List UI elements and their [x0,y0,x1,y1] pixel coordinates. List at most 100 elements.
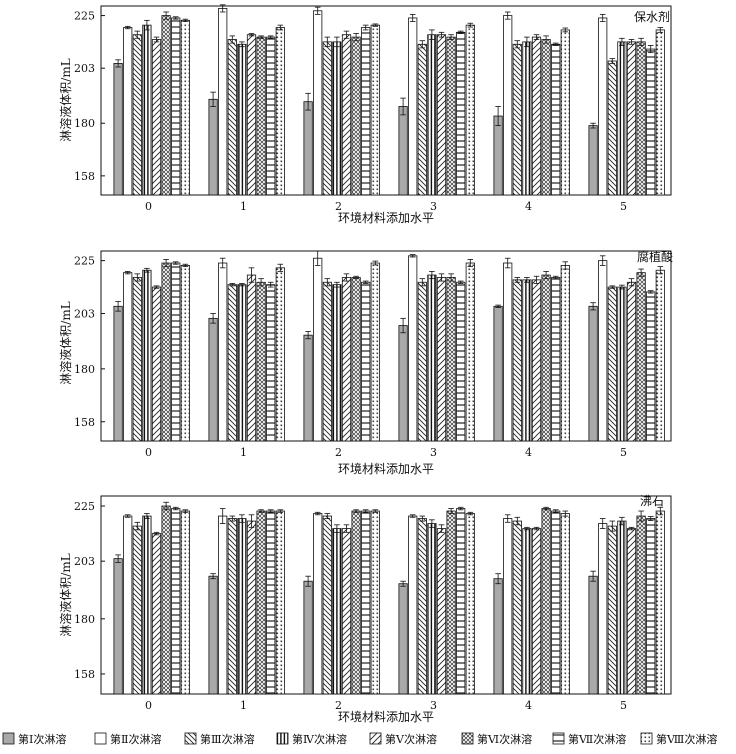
bar-fuzhisuan-level-3-series-1 [398,325,408,442]
legend-swatch [94,732,107,745]
bar-fuzhisuan-level-5-series-1 [588,305,598,442]
bar-fuzhisuan-level-2-series-2 [313,257,323,442]
bar-feishi-level-1-series-4 [237,518,247,695]
bar-baoshuiji-level-0-series-5 [151,39,162,196]
x-tick-label: 3 [430,446,437,459]
bar-feishi-level-2-series-5 [341,528,352,695]
legend-item-6: 第Ⅵ次淋溶 [461,732,532,746]
x-tick-label: 5 [620,446,627,459]
bar-baoshuiji-level-1-series-2 [218,7,228,196]
bar-feishi-level-0-series-2 [123,515,133,695]
bar-baoshuiji-level-1-series-7 [266,36,276,196]
bar-fuzhisuan-level-0-series-4 [142,269,152,442]
legend-item-8: 第Ⅷ次淋溶 [640,732,717,746]
bar-feishi-level-2-series-7 [361,510,371,695]
bar-fuzhisuan-level-4-series-6 [541,274,551,442]
legend-swatch [461,732,474,745]
bar-feishi-level-2-series-8 [370,510,380,695]
panel-fuzhisuan-title: 腐植酸 [637,249,673,264]
bar-fuzhisuan-level-3-series-8 [465,262,475,442]
x-tick-label: 2 [335,446,342,459]
legend-item-3: 第Ⅲ次淋溶 [184,732,255,746]
legend-swatch [369,732,382,745]
bar-feishi-level-1-series-3 [227,518,237,695]
bar-feishi-level-2-series-6 [351,510,361,695]
x-tick-label: 2 [335,200,342,213]
x-tick-label: 5 [620,200,627,213]
bar-fuzhisuan-level-5-series-8 [655,269,665,442]
bar-feishi-level-3-series-1 [398,583,408,695]
panel-feishi: 158 180 203 225 0 1 2 3 4 5 沸石 淋溶液体积/mL 环境材料添加水平 [58,494,672,724]
bar-fuzhisuan-level-4-series-4 [522,279,532,442]
panel-baoshuiji-xlabel: 环境材料添加水平 [338,210,434,225]
bar-baoshuiji-level-4-series-8 [560,29,570,196]
y-tick-label: 225 [74,500,95,513]
bar-baoshuiji-level-5-series-6 [636,41,646,196]
x-tick-label: 0 [145,200,152,213]
plot-frame [100,495,672,695]
bar-baoshuiji-level-0-series-4 [142,24,152,196]
bar-feishi-level-3-series-4 [427,523,437,695]
y-tick-label: 225 [74,10,95,23]
x-tick-label: 5 [620,699,627,712]
bar-baoshuiji-level-5-series-1 [588,125,598,196]
bar-feishi-level-4-series-3 [512,520,522,695]
bar-baoshuiji-level-4-series-5 [531,36,542,196]
bar-feishi-level-1-series-7 [266,510,276,695]
legend-item-7: 第Ⅶ次淋溶 [552,732,626,746]
bar-baoshuiji-level-2-series-3 [322,41,332,196]
bar-baoshuiji-level-2-series-4 [332,41,342,196]
bar-feishi-level-4-series-5 [531,528,542,695]
bar-fuzhisuan-level-5-series-7 [646,291,656,442]
bar-feishi-level-1-series-5 [246,520,257,695]
legend-swatch [2,732,15,745]
bar-baoshuiji-level-1-series-5 [246,34,257,196]
bar-feishi-level-5-series-6 [636,515,646,695]
bar-feishi-level-0-series-5 [151,533,162,695]
bar-fuzhisuan-level-0-series-1 [113,305,123,442]
y-tick-label: 158 [74,668,95,681]
bar-feishi-level-4-series-6 [541,508,551,695]
bar-baoshuiji-level-2-series-7 [361,27,371,196]
x-tick-label: 3 [430,200,437,213]
bar-fuzhisuan-level-2-series-8 [370,262,380,442]
legend-item-1: 第Ⅰ次淋溶 [2,732,66,746]
legend-label: 第Ⅶ次淋溶 [568,732,626,746]
bar-fuzhisuan-level-3-series-4 [427,274,437,442]
bar-feishi-level-3-series-5 [436,528,447,695]
bar-fuzhisuan-level-2-series-6 [351,277,361,442]
bar-feishi-level-4-series-4 [522,528,532,695]
bar-feishi-level-3-series-7 [456,508,466,695]
legend-label: 第Ⅳ次淋溶 [292,732,347,746]
bar-feishi-level-0-series-4 [142,515,152,695]
panel-feishi-title: 沸石 [640,494,664,508]
panel-feishi-ylabel: 淋溶液体积/mL [58,553,73,636]
bar-baoshuiji-level-4-series-2 [503,15,513,196]
bar-baoshuiji-level-0-series-8 [180,19,190,196]
bar-feishi-level-3-series-3 [417,518,427,695]
panel-feishi-frame: 158 180 203 225 0 1 2 3 4 5 [74,495,672,712]
bar-baoshuiji-level-3-series-6 [446,36,456,196]
bar-baoshuiji-level-5-series-2 [598,17,608,196]
panel-fuzhisuan-ylabel: 淋溶液体积/mL [58,301,73,384]
bar-fuzhisuan-level-1-series-7 [266,284,276,442]
bar-fuzhisuan-level-4-series-2 [503,262,513,442]
bar-baoshuiji-level-3-series-3 [417,43,427,196]
panel-baoshuiji: 158 180 203 225 0 1 2 3 4 5 保水剂 淋溶液体积/mL 环境材料添加水平 [58,4,672,225]
panel-fuzhisuan-bars [113,250,665,442]
bar-baoshuiji-level-0-series-7 [171,17,181,196]
panel-baoshuiji-ylabel: 淋溶液体积/mL [58,58,73,141]
legend-swatch [184,732,197,745]
bar-feishi-level-5-series-4 [617,520,627,695]
x-tick-label: 1 [240,699,247,712]
bar-fuzhisuan-level-5-series-6 [636,272,646,442]
bar-feishi-level-2-series-2 [313,513,323,695]
x-tick-label: 3 [430,699,437,712]
x-tick-label: 0 [145,446,152,459]
bar-fuzhisuan-level-0-series-8 [180,265,190,442]
y-tick-label: 203 [74,62,95,75]
bar-feishi-level-1-series-8 [275,510,285,695]
bar-feishi-level-4-series-2 [503,518,513,695]
bar-feishi-level-2-series-3 [322,515,332,695]
bar-fuzhisuan-level-2-series-4 [332,284,342,442]
